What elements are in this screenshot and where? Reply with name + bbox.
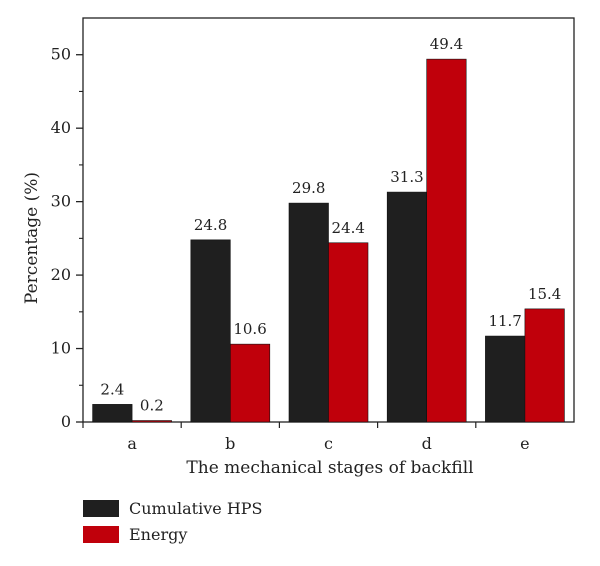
x-axis-title: The mechanical stages of backfill	[186, 458, 473, 478]
x-tick-label: a	[127, 434, 137, 453]
legend-label-cumulative-hps: Cumulative HPS	[129, 499, 263, 518]
data-label: 0.2	[140, 397, 164, 415]
legend: Cumulative HPS Energy	[83, 499, 263, 544]
bar-energy-c	[328, 242, 369, 423]
y-axis: 0 10 20 30 40 50	[51, 45, 83, 431]
data-label: 11.7	[488, 312, 521, 330]
x-tick-label: d	[422, 434, 432, 453]
data-labels: 2.4 0.2 24.8 10.6 29.8 24.4 31.3 49.4 11.7 15.4	[100, 35, 561, 414]
data-label: 31.3	[390, 168, 423, 186]
x-tick-label: c	[324, 434, 333, 453]
x-axis: a b c d e	[82, 422, 530, 453]
data-label: 15.4	[528, 285, 561, 303]
data-label: 49.4	[430, 35, 463, 53]
bar-cumulative-hps-b	[190, 239, 231, 423]
x-tick-label: e	[520, 434, 529, 453]
data-label: 24.4	[332, 219, 365, 237]
y-tick-label: 30	[51, 192, 71, 211]
data-label: 29.8	[292, 179, 325, 197]
bars	[92, 58, 565, 423]
bar-energy-e	[524, 308, 565, 423]
legend-swatch-cumulative-hps	[83, 500, 119, 517]
y-tick-label: 40	[51, 118, 71, 137]
bar-cumulative-hps-c	[288, 202, 329, 423]
legend-swatch-energy	[83, 526, 119, 543]
data-label: 10.6	[233, 320, 266, 338]
y-tick-label: 10	[51, 339, 71, 358]
x-tick-label: b	[225, 434, 235, 453]
bar-energy-d	[426, 58, 467, 423]
bar-cumulative-hps-a	[92, 404, 133, 423]
bar-energy-b	[230, 343, 271, 423]
legend-label-energy: Energy	[129, 525, 187, 544]
y-tick-label: 0	[61, 412, 71, 431]
data-label: 24.8	[194, 216, 227, 234]
y-tick-label: 50	[51, 45, 71, 64]
y-tick-label: 20	[51, 265, 71, 284]
bar-energy-a	[131, 420, 172, 423]
bar-cumulative-hps-d	[386, 191, 428, 423]
y-axis-title: Percentage (%)	[22, 172, 42, 304]
data-label: 2.4	[100, 380, 124, 398]
bar-cumulative-hps-e	[485, 335, 526, 423]
